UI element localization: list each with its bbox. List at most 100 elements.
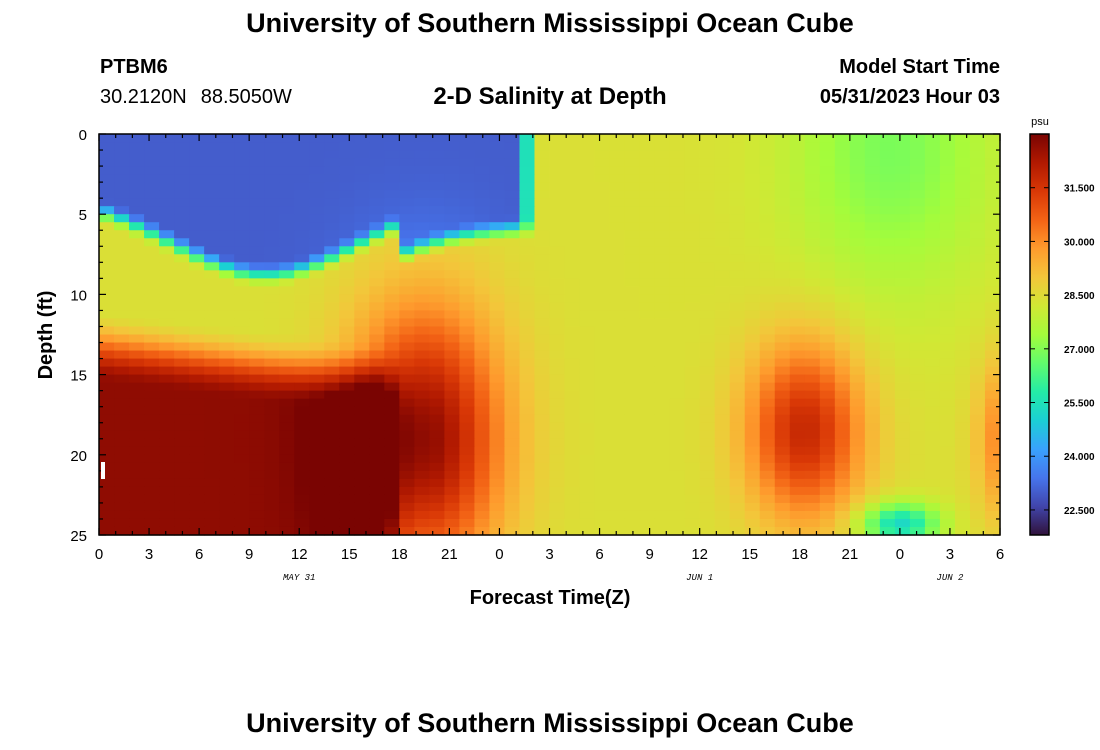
heatmap-cell xyxy=(444,350,460,360)
heatmap-cell xyxy=(354,502,370,512)
heatmap-cell xyxy=(579,190,596,199)
heatmap-cell xyxy=(234,334,250,344)
heatmap-cell xyxy=(249,142,265,151)
heatmap-cell xyxy=(324,190,340,199)
heatmap-cell xyxy=(894,198,911,207)
heatmap-cell xyxy=(429,390,445,400)
heatmap-cell xyxy=(639,222,656,231)
heatmap-cell xyxy=(729,198,746,207)
heatmap-cell xyxy=(744,214,761,223)
heatmap-cell xyxy=(234,278,250,287)
heatmap-cell xyxy=(609,278,626,287)
heatmap-cell xyxy=(789,414,806,424)
heatmap-cell xyxy=(939,374,956,384)
heatmap-cell xyxy=(579,422,596,432)
heatmap-cell xyxy=(339,174,355,183)
heatmap-cell xyxy=(624,398,641,408)
heatmap-cell xyxy=(129,366,145,376)
heatmap-cell xyxy=(114,294,130,304)
heatmap-cell xyxy=(774,134,791,143)
heatmap-cell xyxy=(504,438,521,448)
heatmap-cell xyxy=(114,286,130,295)
heatmap-cell xyxy=(129,182,145,191)
heatmap-cell xyxy=(159,326,175,336)
heatmap-cell xyxy=(984,326,1001,336)
heatmap-cell xyxy=(444,318,460,328)
heatmap-cell xyxy=(789,478,806,488)
heatmap-cell xyxy=(174,214,190,223)
heatmap-cell xyxy=(804,150,821,159)
heatmap-cell xyxy=(879,302,896,312)
heatmap-cell xyxy=(429,310,445,320)
heatmap-cell xyxy=(789,350,806,360)
heatmap-cell xyxy=(744,142,761,151)
heatmap-cell xyxy=(174,382,190,392)
heatmap-cell xyxy=(789,254,806,263)
heatmap-cell xyxy=(474,366,491,376)
heatmap-cell xyxy=(399,294,415,304)
heatmap-cell xyxy=(879,334,896,344)
heatmap-cell xyxy=(519,182,536,191)
heatmap-cell xyxy=(699,166,716,175)
heatmap-cell xyxy=(129,478,145,488)
heatmap-cell xyxy=(534,230,551,239)
heatmap-cell xyxy=(354,366,370,376)
heatmap-cell xyxy=(729,270,746,279)
heatmap-cell xyxy=(144,406,160,416)
heatmap-cell xyxy=(939,310,956,320)
heatmap-cell xyxy=(459,374,476,384)
heatmap-cell xyxy=(924,502,941,512)
heatmap-cell xyxy=(144,174,160,183)
x-tick-label: 3 xyxy=(145,546,153,563)
heatmap-cell xyxy=(129,238,145,247)
heatmap-cell xyxy=(99,478,115,488)
heatmap-cell xyxy=(279,174,295,183)
heatmap-cell xyxy=(744,166,761,175)
heatmap-cell xyxy=(894,398,911,408)
heatmap-cell xyxy=(144,206,160,215)
heatmap-cell xyxy=(729,334,746,344)
heatmap-cell xyxy=(954,326,971,336)
heatmap-cell xyxy=(414,518,430,528)
heatmap-cell xyxy=(249,414,265,424)
heatmap-cell xyxy=(474,294,491,304)
heatmap-cell xyxy=(324,206,340,215)
heatmap-cell xyxy=(714,518,731,528)
heatmap-cell xyxy=(249,366,265,376)
heatmap-cell xyxy=(774,158,791,167)
heatmap-cell xyxy=(924,486,941,496)
heatmap-cell xyxy=(369,414,385,424)
heatmap-cell xyxy=(699,270,716,279)
heatmap-cell xyxy=(279,438,295,448)
heatmap-cell xyxy=(534,206,551,215)
heatmap-cell xyxy=(624,358,641,368)
heatmap-cell xyxy=(339,398,355,408)
heatmap-cell xyxy=(174,462,190,472)
heatmap-cell xyxy=(909,398,926,408)
heatmap-cell xyxy=(444,190,460,199)
heatmap-cell xyxy=(864,518,881,528)
heatmap-cell xyxy=(234,406,250,416)
heatmap-cell xyxy=(624,374,641,384)
heatmap-cell xyxy=(894,214,911,223)
heatmap-cell xyxy=(834,366,851,376)
heatmap-cell xyxy=(504,510,521,520)
heatmap-cell xyxy=(564,286,581,295)
heatmap-cell xyxy=(534,358,551,368)
heatmap-cell xyxy=(894,446,911,456)
heatmap-cell xyxy=(204,142,220,151)
heatmap-cell xyxy=(549,398,566,408)
heatmap-cell xyxy=(294,358,310,368)
heatmap-cell xyxy=(849,134,866,143)
heatmap-cell xyxy=(714,470,731,480)
heatmap-cell xyxy=(189,326,205,336)
heatmap-cell xyxy=(624,382,641,392)
heatmap-cell xyxy=(819,486,836,496)
heatmap-cell xyxy=(504,286,521,295)
heatmap-cell xyxy=(159,182,175,191)
heatmap-cell xyxy=(969,510,986,520)
heatmap-cell xyxy=(744,294,761,304)
heatmap-cell xyxy=(114,382,130,392)
heatmap-cell xyxy=(669,142,686,151)
heatmap-cell xyxy=(669,358,686,368)
